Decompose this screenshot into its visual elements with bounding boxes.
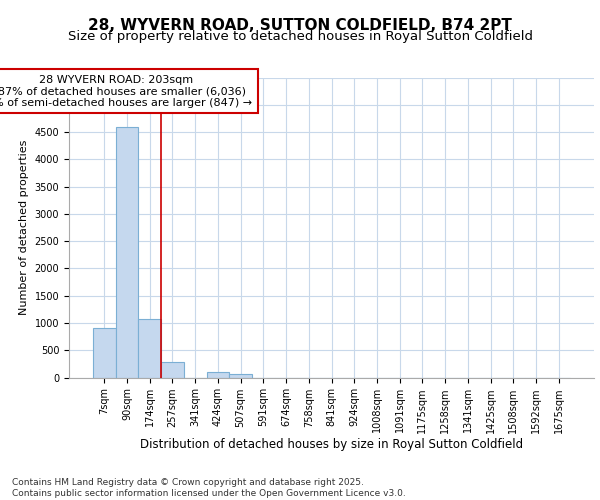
Text: 28 WYVERN ROAD: 203sqm
← 87% of detached houses are smaller (6,036)
12% of semi-: 28 WYVERN ROAD: 203sqm ← 87% of detached… bbox=[0, 74, 252, 108]
X-axis label: Distribution of detached houses by size in Royal Sutton Coldfield: Distribution of detached houses by size … bbox=[140, 438, 523, 452]
Text: 28, WYVERN ROAD, SUTTON COLDFIELD, B74 2PT: 28, WYVERN ROAD, SUTTON COLDFIELD, B74 2… bbox=[88, 18, 512, 32]
Bar bbox=[139, 318, 161, 378]
Bar bbox=[93, 328, 116, 378]
Bar bbox=[116, 126, 139, 378]
Y-axis label: Number of detached properties: Number of detached properties bbox=[19, 140, 29, 315]
Bar bbox=[206, 372, 229, 378]
Bar bbox=[161, 362, 184, 378]
Bar bbox=[229, 374, 252, 378]
Text: Contains HM Land Registry data © Crown copyright and database right 2025.
Contai: Contains HM Land Registry data © Crown c… bbox=[12, 478, 406, 498]
Text: Size of property relative to detached houses in Royal Sutton Coldfield: Size of property relative to detached ho… bbox=[67, 30, 533, 43]
